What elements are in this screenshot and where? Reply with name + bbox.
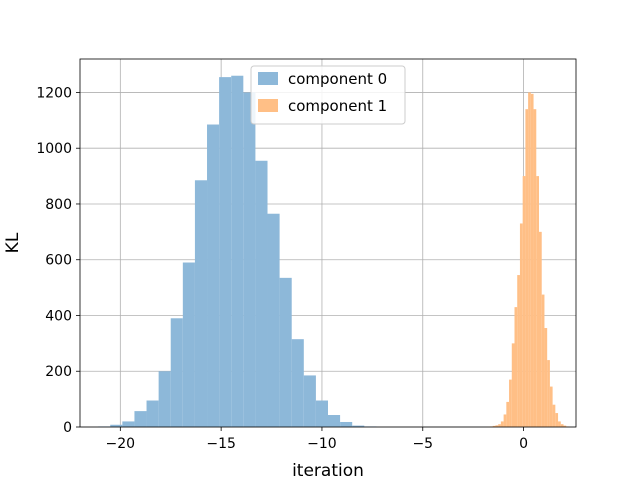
x-tick-label: −10 bbox=[307, 436, 337, 452]
histogram-bar-component-1 bbox=[552, 404, 556, 427]
x-tick-label: −5 bbox=[412, 436, 433, 452]
legend: component 0 component 1 bbox=[250, 65, 406, 125]
x-tick-label: −20 bbox=[106, 436, 136, 452]
histogram-bar-component-0 bbox=[158, 371, 171, 427]
series-component-0 bbox=[98, 75, 377, 428]
y-axis-label: KL bbox=[3, 232, 23, 253]
y-tick-label: 1000 bbox=[36, 141, 72, 157]
histogram-bar-component-1 bbox=[536, 176, 540, 427]
y-tick-label: 1200 bbox=[36, 85, 72, 101]
histogram-bar-component-0 bbox=[170, 318, 183, 427]
histogram-bar-component-1 bbox=[525, 109, 529, 427]
histogram-bar-component-0 bbox=[207, 124, 220, 428]
histogram-bar-component-0 bbox=[267, 213, 280, 427]
y-tick-label: 200 bbox=[45, 364, 72, 380]
histogram-bar-component-0 bbox=[219, 77, 232, 427]
y-tick-label: 800 bbox=[45, 197, 72, 213]
histogram-bar-component-1 bbox=[528, 92, 531, 428]
legend-box bbox=[250, 65, 406, 125]
histogram-bar-component-1 bbox=[544, 328, 548, 427]
histogram-bar-component-1 bbox=[498, 424, 501, 427]
histogram-bar-component-1 bbox=[558, 421, 561, 427]
histogram-bar-component-0 bbox=[303, 375, 316, 427]
legend-label-component-1: component 1 bbox=[288, 97, 387, 115]
histogram-bar-component-0 bbox=[182, 262, 195, 427]
legend-label-component-0: component 0 bbox=[288, 70, 387, 88]
y-tick-label: 600 bbox=[45, 253, 72, 269]
y-axis-ticks: 0 200 400 600 800 1000 1200 bbox=[36, 85, 80, 436]
series-component-1 bbox=[487, 92, 569, 428]
histogram-bar-component-0 bbox=[146, 400, 159, 427]
histogram-bar-component-0 bbox=[291, 339, 304, 427]
legend-swatch-component-1 bbox=[258, 99, 278, 112]
histogram-bar-component-1 bbox=[514, 307, 518, 427]
histogram-bar-component-0 bbox=[110, 424, 123, 427]
histogram-bar-component-0 bbox=[328, 415, 341, 427]
histogram-bar-component-1 bbox=[511, 343, 515, 427]
histogram-bar-component-0 bbox=[340, 421, 353, 427]
histogram-bar-component-1 bbox=[530, 93, 534, 428]
histogram-bar-component-0 bbox=[352, 425, 365, 427]
x-tick-label: 0 bbox=[519, 436, 528, 452]
plot-frame bbox=[79, 58, 577, 428]
histogram-bar-component-1 bbox=[519, 223, 523, 427]
histogram-bar-component-1 bbox=[500, 421, 504, 427]
histogram-bar-component-1 bbox=[560, 424, 564, 427]
histogram-bar-component-1 bbox=[517, 275, 520, 427]
histogram-bar-component-0 bbox=[194, 180, 208, 427]
histogram-bar-component-1 bbox=[506, 401, 510, 427]
histogram-bar-component-0 bbox=[231, 75, 244, 428]
histogram-bar-component-1 bbox=[541, 294, 545, 427]
histogram-bar-component-0 bbox=[315, 400, 328, 427]
histogram-bar-component-1 bbox=[533, 109, 537, 427]
histogram-bar-component-1 bbox=[563, 425, 567, 427]
histogram-bar-component-1 bbox=[539, 231, 542, 427]
histogram-bar-component-1 bbox=[555, 413, 559, 427]
histogram-bar-component-0 bbox=[134, 411, 147, 427]
x-axis-ticks: −20 −15 −10 −5 0 bbox=[106, 427, 528, 452]
histogram-bar-component-1 bbox=[549, 386, 553, 427]
legend-swatch-component-0 bbox=[258, 72, 278, 85]
y-tick-label: 0 bbox=[63, 420, 72, 436]
histogram-bar-component-0 bbox=[255, 160, 268, 427]
histogram-bar-component-1 bbox=[503, 414, 507, 427]
y-tick-label: 400 bbox=[45, 308, 72, 324]
histogram-bar-component-0 bbox=[279, 277, 292, 427]
histogram-bar-component-0 bbox=[243, 92, 256, 428]
x-tick-label: −15 bbox=[206, 436, 236, 452]
histogram-bar-component-1 bbox=[492, 425, 496, 427]
histogram-bar-component-1 bbox=[547, 360, 550, 427]
histogram-bar-component-0 bbox=[122, 421, 135, 427]
histogram-bar-component-1 bbox=[509, 379, 512, 427]
histogram-bar-component-1 bbox=[522, 176, 526, 427]
histogram-bar-component-1 bbox=[495, 425, 499, 427]
x-axis-label: iteration bbox=[292, 461, 364, 480]
